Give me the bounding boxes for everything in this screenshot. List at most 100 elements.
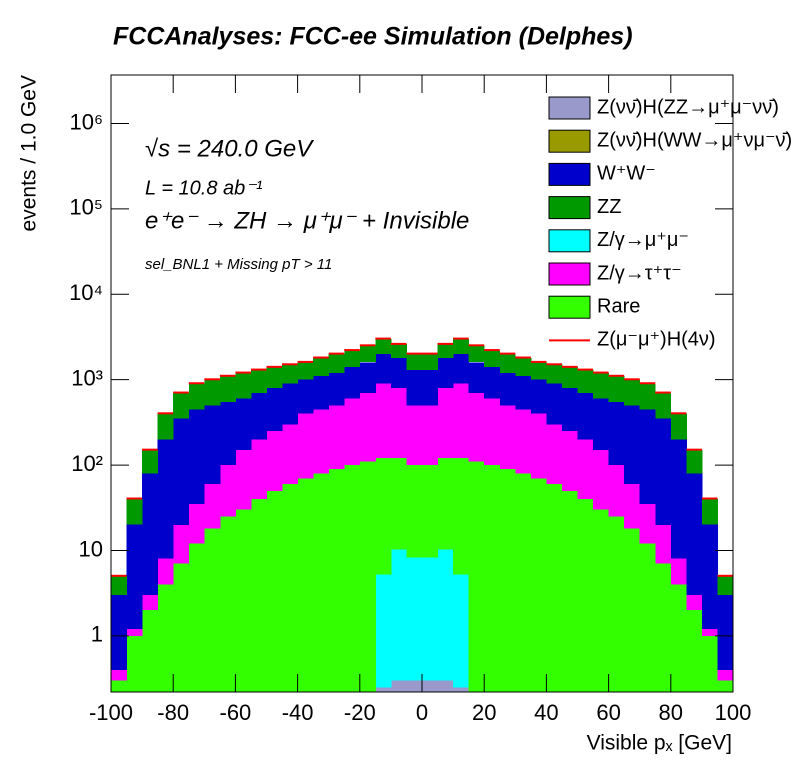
histogram-bar (422, 464, 438, 558)
histogram-bar (655, 418, 672, 525)
histogram-bar (639, 409, 656, 505)
histogram-bar (577, 439, 594, 500)
chart-title: FCCAnalyses: FCC-ee Simulation (Delphes) (113, 23, 633, 51)
histogram-bar (359, 362, 376, 393)
histogram-bar (406, 680, 423, 692)
histogram-bar (126, 524, 143, 630)
y-axis-label: events / 1.0 GeV (18, 75, 41, 231)
histogram-bar (468, 362, 485, 393)
histogram-bar (390, 344, 407, 358)
histogram-bar (530, 379, 547, 414)
histogram-bar (437, 357, 454, 388)
histogram-bar (515, 409, 532, 474)
legend-label: Z(μ⁻μ⁺)H(4ν) (597, 329, 716, 351)
histogram-bar (546, 424, 563, 485)
histogram-bar (111, 576, 127, 596)
histogram-bar (204, 484, 221, 529)
histogram-bar (655, 563, 672, 692)
histogram-bar (111, 595, 127, 670)
x-tick-label: -60 (220, 700, 252, 725)
histogram-bar (235, 372, 252, 399)
histogram-bar (577, 369, 594, 393)
histogram-bar (499, 405, 516, 469)
annotation: e⁺e⁻ → ZH → μ⁺μ⁻ + Invisible (145, 207, 469, 234)
histogram-bar (701, 635, 718, 692)
histogram-bar (453, 574, 470, 688)
histogram-bar (577, 499, 594, 692)
histogram-bar (546, 364, 563, 384)
legend-label: W⁺W⁻ (597, 163, 656, 185)
histogram-bar (359, 392, 376, 462)
histogram-bar (717, 576, 733, 596)
histogram-bar (593, 398, 609, 451)
histogram-bar (313, 473, 330, 692)
histogram-bar (422, 405, 438, 465)
histogram-bar (453, 687, 470, 692)
histogram-bar (219, 376, 236, 402)
histogram-bar (468, 345, 485, 363)
histogram-bar (670, 584, 687, 692)
plot-area (111, 337, 733, 692)
histogram-bar (608, 376, 625, 402)
histogram-bar (686, 473, 703, 596)
histogram-bar (204, 379, 221, 406)
histogram-bar (250, 392, 267, 440)
x-tick-label: -100 (89, 700, 133, 725)
histogram-bar (375, 687, 392, 692)
histogram-bar (484, 350, 501, 368)
histogram-bar (468, 392, 485, 462)
histogram-bar (204, 405, 221, 485)
x-axis-label: Visible pₓ [GeV] (587, 732, 732, 755)
histogram-bar (530, 362, 547, 380)
y-tick-label: 10⁴ (69, 280, 103, 305)
histogram-bar (608, 516, 625, 692)
histogram-bar (157, 584, 174, 692)
histogram-bar (173, 418, 190, 525)
histogram-bar (593, 509, 609, 692)
histogram-bar (406, 557, 423, 681)
histogram-bar (375, 353, 392, 384)
histogram-bar (390, 680, 407, 692)
histogram-bar (344, 350, 361, 368)
histogram-bar (437, 387, 454, 459)
y-tick-label: 10⁵ (69, 195, 103, 220)
histogram-bar (468, 461, 485, 692)
axes: -100 -80 -60 -40 -20 0 20 40 60 80 100 1 10 10² 10³ 10⁴… (69, 75, 751, 725)
histogram-bar (717, 595, 733, 670)
y-tick-label: 10³ (71, 365, 103, 390)
histogram-bar (282, 424, 298, 485)
histogram-bar (499, 372, 516, 406)
histogram-bar (390, 549, 407, 681)
histogram-bar (530, 413, 547, 479)
histogram-bar (655, 392, 672, 419)
histogram-bar (670, 439, 687, 559)
histogram-bar (515, 357, 532, 377)
histogram-bar (313, 376, 330, 410)
histogram-bar (266, 387, 283, 432)
x-tick-label: -40 (282, 700, 314, 725)
histogram-bar (546, 383, 563, 425)
histogram-bar (422, 557, 438, 681)
histogram-bar (219, 401, 236, 466)
x-tick-label: 20 (472, 700, 496, 725)
histogram-bar (670, 413, 687, 440)
histogram-bar (126, 498, 143, 525)
histogram-bar (282, 383, 298, 425)
histogram-bar (235, 509, 252, 692)
histogram-bar (297, 362, 314, 380)
histogram-bar (126, 629, 143, 636)
histogram-bar (375, 338, 392, 354)
histogram-bar (297, 379, 314, 414)
histogram-bar (142, 450, 159, 474)
histogram-bar (328, 405, 345, 469)
histogram-bar (142, 595, 159, 611)
histogram-bar (188, 383, 205, 410)
histogram-bar (561, 367, 578, 388)
histogram-bar (655, 524, 672, 564)
histogram-bar (126, 635, 143, 692)
histogram-bar (266, 367, 283, 388)
annotation: L = 10.8 ab⁻¹ (145, 177, 263, 199)
histogram-bar (406, 369, 423, 406)
histogram-bar (499, 353, 516, 373)
